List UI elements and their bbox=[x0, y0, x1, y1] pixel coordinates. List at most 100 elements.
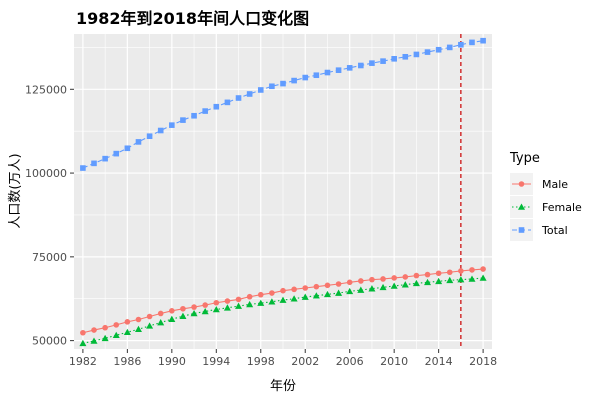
data-point-female bbox=[223, 304, 231, 311]
x-axis-ticks: 1982 1986 1990 1994 1998 2002 2006 2010 2014 2018 bbox=[69, 349, 497, 368]
legend-key-marker bbox=[518, 181, 525, 187]
x-tick-label: 2002 bbox=[291, 355, 319, 368]
data-point-total bbox=[446, 44, 453, 51]
data-point-male bbox=[435, 270, 442, 277]
data-point-total bbox=[335, 67, 342, 73]
data-point-total bbox=[369, 60, 375, 66]
data-point-total bbox=[291, 77, 297, 84]
data-point-female bbox=[290, 295, 298, 302]
x-tick-label: 2010 bbox=[380, 355, 408, 368]
data-point-female bbox=[301, 293, 309, 300]
data-point-female bbox=[279, 296, 287, 303]
data-point-male bbox=[224, 298, 231, 304]
x-tick-label: 2014 bbox=[425, 355, 453, 368]
data-point-female bbox=[468, 275, 476, 282]
x-tick-label: 1990 bbox=[158, 355, 186, 368]
data-point-male bbox=[302, 285, 309, 291]
data-point-female bbox=[79, 339, 87, 347]
data-point-female bbox=[335, 289, 343, 296]
data-point-female bbox=[146, 322, 154, 329]
data-point-male bbox=[180, 305, 186, 312]
data-point-total bbox=[358, 62, 364, 69]
data-point-female bbox=[312, 292, 320, 299]
data-point-total bbox=[146, 133, 153, 140]
data-point-male bbox=[380, 276, 386, 282]
data-point-male bbox=[458, 268, 464, 274]
x-tick-label: 1994 bbox=[202, 355, 230, 368]
series-female bbox=[79, 274, 487, 347]
data-point-total bbox=[180, 117, 186, 123]
legend-label-male: Male bbox=[542, 178, 568, 191]
data-point-male bbox=[80, 329, 86, 336]
x-tick-label: 1982 bbox=[69, 355, 97, 368]
data-point-male bbox=[269, 290, 275, 296]
data-point-female bbox=[412, 279, 420, 287]
data-point-male bbox=[446, 269, 453, 276]
data-point-total bbox=[413, 51, 420, 58]
chart-title: 1982年到2018年间人口变化图 bbox=[76, 9, 309, 28]
data-point-total bbox=[124, 145, 131, 152]
y-tick-label: 50000 bbox=[32, 335, 67, 348]
data-point-male bbox=[257, 291, 264, 298]
data-point-male bbox=[469, 267, 475, 273]
data-point-total bbox=[302, 74, 309, 81]
data-point-female bbox=[368, 285, 376, 292]
data-point-female bbox=[179, 312, 187, 319]
data-point-male bbox=[135, 316, 142, 323]
data-point-male bbox=[424, 271, 431, 278]
data-point-female bbox=[379, 283, 387, 291]
data-point-female bbox=[246, 300, 254, 308]
data-point-female bbox=[346, 287, 354, 295]
data-point-male bbox=[113, 322, 120, 328]
data-point-male bbox=[413, 272, 420, 279]
data-point-total bbox=[380, 58, 386, 64]
y-axis-title: 人口数(万人) bbox=[8, 153, 23, 228]
data-point-total bbox=[402, 53, 409, 60]
data-point-total bbox=[113, 150, 120, 157]
data-point-total bbox=[424, 49, 431, 55]
data-point-total bbox=[469, 39, 475, 46]
data-point-total bbox=[280, 80, 286, 87]
data-point-male bbox=[291, 286, 297, 293]
data-point-male bbox=[146, 313, 153, 320]
data-point-total bbox=[235, 95, 242, 101]
data-point-male bbox=[324, 282, 331, 289]
data-point-male bbox=[246, 293, 253, 300]
data-point-male bbox=[313, 283, 320, 290]
data-point-total bbox=[157, 127, 164, 134]
x-tick-label: 1986 bbox=[113, 355, 141, 368]
legend-title: Type bbox=[509, 151, 540, 166]
data-point-total bbox=[324, 69, 331, 76]
data-point-female bbox=[134, 325, 142, 333]
legend-item-total: Total bbox=[510, 219, 568, 241]
data-point-male bbox=[157, 310, 164, 317]
data-point-male bbox=[369, 276, 375, 283]
data-point-total bbox=[224, 99, 231, 106]
data-point-male bbox=[102, 324, 108, 331]
data-point-total bbox=[313, 72, 320, 79]
data-point-female bbox=[257, 299, 265, 306]
y-tick-label: 100000 bbox=[25, 167, 67, 180]
data-point-female bbox=[212, 305, 220, 313]
data-point-total bbox=[435, 46, 442, 53]
data-point-total bbox=[480, 37, 486, 44]
data-point-male bbox=[191, 304, 197, 310]
data-point-total bbox=[80, 165, 86, 171]
data-point-female bbox=[90, 337, 98, 344]
data-point-total bbox=[169, 122, 175, 128]
data-point-female bbox=[435, 277, 443, 285]
data-point-total bbox=[191, 112, 197, 119]
data-point-female bbox=[101, 334, 109, 342]
data-point-total bbox=[91, 160, 97, 167]
data-point-total bbox=[213, 103, 220, 110]
data-point-total bbox=[246, 91, 253, 97]
legend-key-marker bbox=[518, 203, 525, 210]
y-tick-label: 125000 bbox=[25, 83, 67, 96]
data-point-total bbox=[102, 155, 108, 162]
data-point-female bbox=[457, 276, 465, 283]
data-point-total bbox=[135, 139, 142, 145]
data-point-male bbox=[235, 296, 242, 303]
data-point-male bbox=[358, 278, 364, 284]
y-tick-label: 75000 bbox=[32, 251, 67, 264]
